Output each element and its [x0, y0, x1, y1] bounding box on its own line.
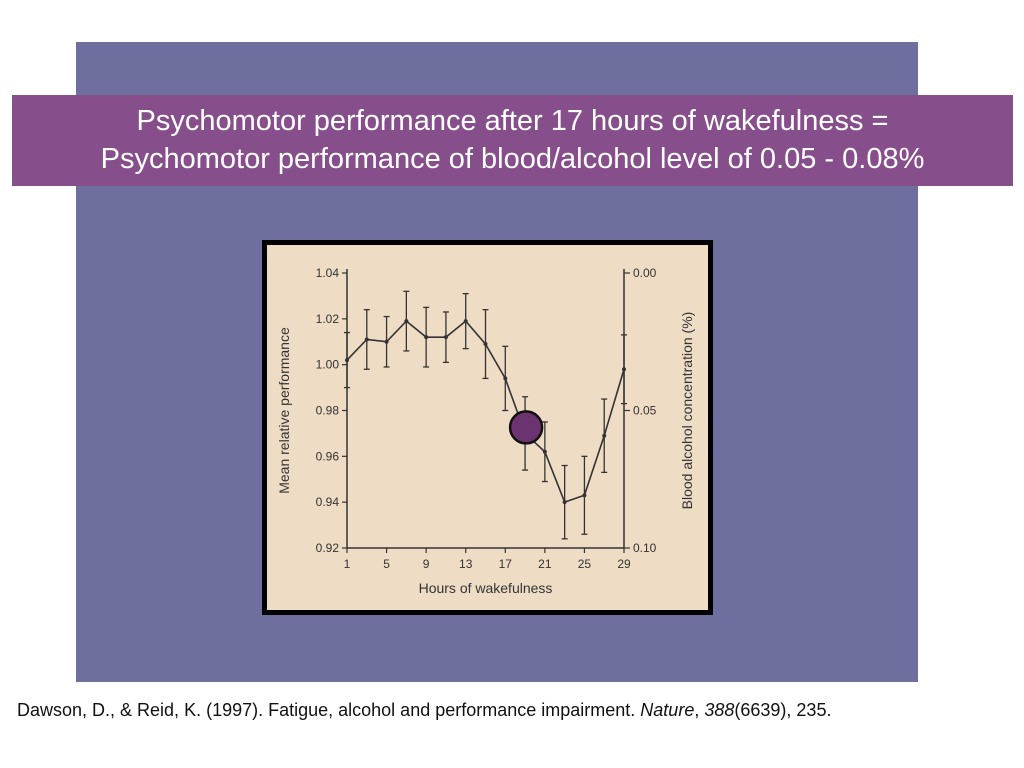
- data-point: [384, 339, 389, 344]
- y-tick-label: 1.02: [316, 312, 340, 326]
- x-tick-label: 9: [423, 557, 430, 571]
- citation-issue-pages: (6639), 235.: [734, 700, 832, 720]
- data-point: [443, 335, 448, 340]
- citation: Dawson, D., & Reid, K. (1997). Fatigue, …: [17, 697, 1017, 723]
- x-tick-label: 21: [538, 557, 552, 571]
- highlight-marker: [508, 410, 544, 445]
- y-tick-label: 0.98: [316, 404, 340, 418]
- y-tick-label: 0.96: [316, 449, 340, 463]
- y-axis-title: Mean relative performance: [276, 327, 292, 494]
- data-point: [503, 376, 508, 381]
- y2-tick-label: 0.05: [633, 404, 657, 418]
- y2-tick-label: 0.00: [633, 266, 657, 280]
- slide-title: Psychomotor performance after 17 hours o…: [12, 95, 1013, 186]
- data-point: [364, 337, 369, 342]
- data-point: [483, 342, 488, 347]
- chart-figure: 1.04 1.02 1.00 0.98 0.96 0.94 0.92 1 5 9 13 17 21 25 2…: [262, 240, 713, 615]
- data-point: [424, 335, 429, 340]
- y2-axis-title: Blood alcohol concentration (%): [679, 312, 695, 510]
- data-point: [404, 319, 409, 324]
- citation-authors-title: Dawson, D., & Reid, K. (1997). Fatigue, …: [17, 700, 641, 720]
- data-point: [345, 358, 349, 363]
- data-point: [582, 493, 587, 498]
- x-tick-label: 25: [578, 557, 592, 571]
- y-tick-label: 0.92: [316, 541, 340, 555]
- title-line-1: Psychomotor performance after 17 hours o…: [136, 105, 889, 137]
- data-point: [562, 500, 567, 505]
- data-point: [542, 449, 547, 454]
- y2-tick-label: 0.10: [633, 541, 657, 555]
- title-line-2: Psychomotor performance of blood/alcohol…: [100, 143, 925, 175]
- citation-volume: 388: [704, 700, 735, 720]
- x-tick-label: 13: [459, 557, 473, 571]
- data-point: [463, 319, 468, 324]
- x-tick-label: 5: [383, 557, 390, 571]
- x-axis-title: Hours of wakefulness: [419, 580, 553, 596]
- y-tick-label: 1.04: [316, 266, 340, 280]
- citation-journal: Nature: [640, 700, 695, 720]
- data-point: [622, 367, 626, 372]
- x-tick-label: 17: [499, 557, 513, 571]
- citation-separator: ,: [694, 700, 705, 720]
- data-point: [602, 433, 607, 438]
- y-tick-label: 0.94: [316, 495, 340, 509]
- y-tick-label: 1.00: [316, 358, 340, 372]
- performance-chart: 1.04 1.02 1.00 0.98 0.96 0.94 0.92 1 5 9 13 17 21 25 2…: [276, 266, 695, 596]
- x-tick-label: 1: [344, 557, 351, 571]
- x-tick-label: 29: [617, 557, 631, 571]
